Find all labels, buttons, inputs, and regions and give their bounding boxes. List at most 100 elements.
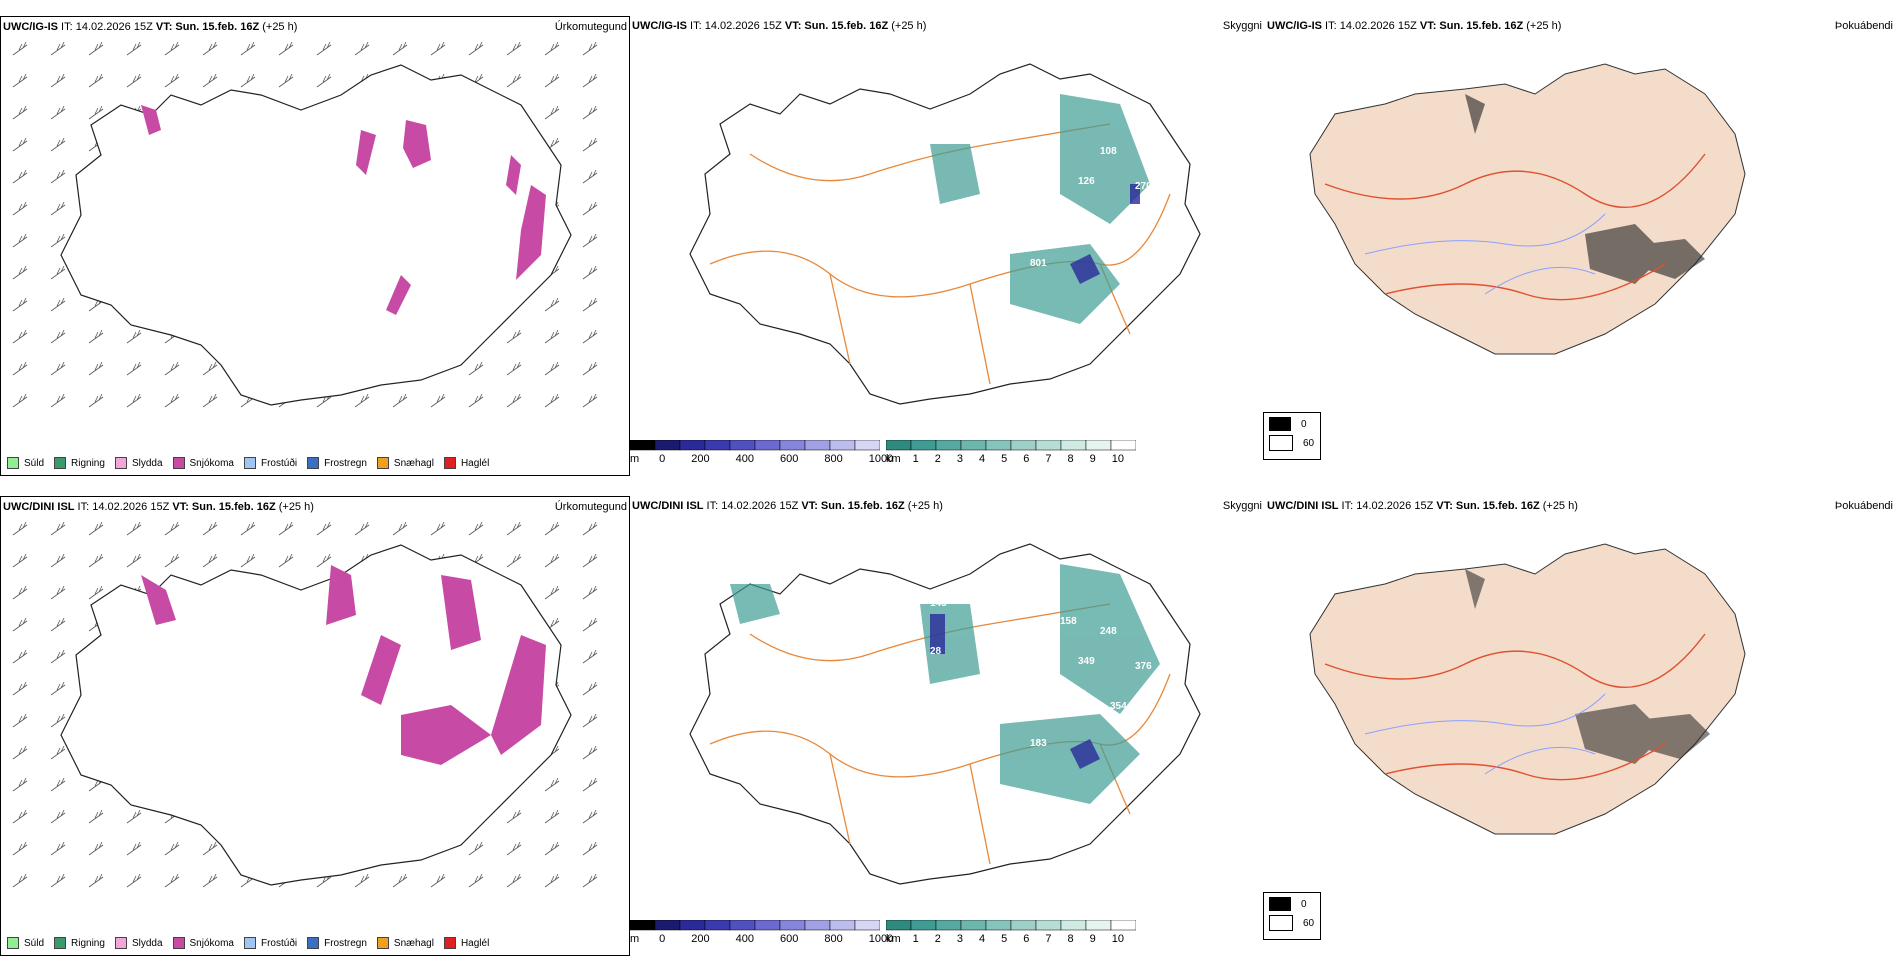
scale-swatch — [629, 919, 656, 931]
wind-barb — [544, 521, 560, 536]
scale-swatch — [779, 439, 806, 451]
visibility-value: 456 — [980, 673, 997, 684]
scale-tick: 5 — [1001, 933, 1008, 945]
legend-swatch — [243, 937, 256, 949]
scale-tick: 4 — [979, 933, 986, 945]
wind-barb — [50, 393, 66, 408]
wind-barb — [50, 201, 66, 216]
wind-barb — [506, 73, 522, 88]
wind-barb — [582, 873, 598, 888]
wind-barb — [12, 73, 28, 88]
wind-barb — [50, 873, 66, 888]
wind-barb — [50, 841, 66, 856]
scale-swatch — [1110, 919, 1137, 931]
wind-barb — [430, 41, 446, 56]
wind-barb — [582, 41, 598, 56]
wind-barb — [582, 265, 598, 280]
scale-tick: 8 — [1067, 933, 1074, 945]
wind-barb — [202, 393, 218, 408]
legend-swatch — [172, 937, 185, 949]
low-ceiling-areas — [930, 614, 1100, 769]
legend-item: Frostúði — [243, 457, 298, 469]
wind-barb — [12, 41, 28, 56]
visibility-value: 209 — [1030, 228, 1047, 239]
legend-item: Frostúði — [243, 937, 297, 949]
panel-title: UWC/DINI ISL IT: 14.02.2026 15Z VT: Sun.… — [632, 500, 943, 512]
wind-barb — [582, 329, 598, 344]
scale-swatch — [1010, 439, 1037, 451]
wind-barb — [392, 521, 408, 536]
scale-swatch — [679, 439, 706, 451]
legend-label: Slydda — [131, 937, 163, 949]
wind-barb — [582, 745, 598, 760]
visibility-value: 349 — [1078, 656, 1095, 667]
river-network — [1364, 693, 1606, 775]
scale-swatch — [779, 919, 806, 931]
wind-barb — [126, 809, 142, 824]
visibility-map: 243 145 528 248 349 376 179 456 351 225 183 118 354 4… — [689, 543, 1201, 885]
scale-swatch — [1035, 919, 1062, 931]
wind-barb — [12, 553, 28, 568]
visibility-map: 516 705 472 108 126 270 638 205 356 209 801 156 465 5… — [689, 63, 1201, 405]
wind-barb — [278, 73, 294, 88]
wind-barb — [544, 585, 560, 600]
wind-barb — [582, 73, 598, 88]
legend-item: Súld — [7, 457, 44, 469]
wind-barb — [12, 169, 28, 184]
panel-type-label: Þokuábendi — [1834, 500, 1893, 512]
legend-swatch — [443, 457, 456, 469]
snow-areas — [141, 105, 546, 315]
fog-panel-1: UWC/IG-IS IT: 14.02.2026 15Z VT: Sun. 15… — [1265, 16, 1895, 476]
wind-barb — [392, 393, 408, 408]
wind-barb — [50, 553, 66, 568]
panel-type-label: Úrkomutegund — [554, 21, 627, 33]
wind-barb — [582, 617, 598, 632]
scale-swatch — [885, 919, 912, 931]
visibility-value: 145 — [930, 598, 947, 609]
wind-barb — [354, 41, 370, 56]
legend-label: Frostúði — [260, 457, 298, 469]
snow-areas — [141, 565, 546, 765]
legend-label: Snjókoma — [189, 457, 234, 469]
visibility-value: 179 — [1020, 671, 1037, 682]
road-network — [1324, 633, 1706, 781]
wind-barb — [468, 521, 484, 536]
visibility-scale: km 1 2 3 4 5 6 7 8 9 10 — [885, 439, 1137, 465]
scale-swatch — [935, 439, 962, 451]
scale-swatch — [654, 439, 681, 451]
wind-barb — [164, 393, 180, 408]
panel-type-label: Skyggni — [1222, 500, 1262, 512]
legend-swatch — [114, 937, 127, 949]
wind-barb — [12, 137, 28, 152]
wind-barb — [50, 777, 66, 792]
wind-barb — [506, 809, 522, 824]
wind-barb — [582, 521, 598, 536]
wind-barb — [12, 105, 28, 120]
wind-barb — [468, 873, 484, 888]
legend-label: Snæhagl — [393, 937, 434, 949]
wind-barb — [12, 265, 28, 280]
wind-barb — [278, 41, 294, 56]
wind-barb — [202, 521, 218, 536]
scale-swatch — [910, 919, 937, 931]
scale-tick: 6 — [1023, 933, 1030, 945]
visibility-value: 108 — [1100, 146, 1117, 157]
wind-barb — [582, 649, 598, 664]
scale-swatch — [960, 439, 987, 451]
scale-swatch — [679, 919, 706, 931]
visibility-scale: km 1 2 3 4 5 6 7 8 9 10 — [885, 919, 1137, 945]
scale-tick: 10 — [1111, 933, 1125, 945]
wind-barb — [12, 745, 28, 760]
wind-barb — [582, 169, 598, 184]
visibility-value: 55 — [1020, 141, 1032, 152]
wind-barb — [88, 41, 104, 56]
wind-barb — [544, 777, 560, 792]
wind-barb — [12, 297, 28, 312]
scale-tick: 800 — [824, 933, 843, 945]
wind-barb — [392, 873, 408, 888]
wind-barb — [50, 521, 66, 536]
wind-barb — [50, 585, 66, 600]
wind-barb — [12, 841, 28, 856]
legend-item: Rigning — [54, 457, 105, 469]
scale-swatch — [985, 919, 1012, 931]
